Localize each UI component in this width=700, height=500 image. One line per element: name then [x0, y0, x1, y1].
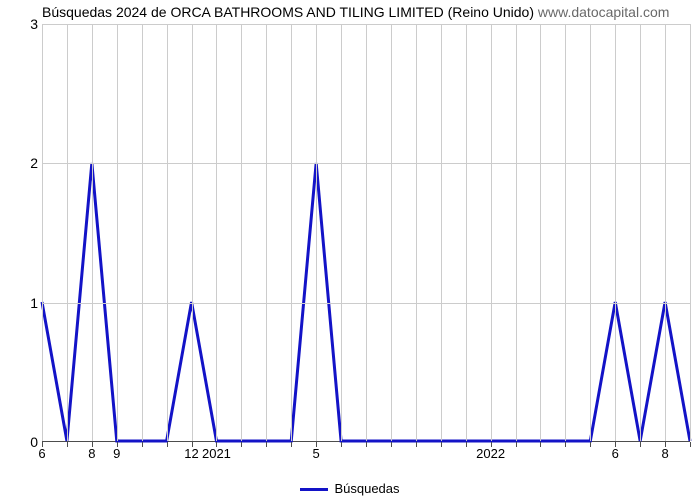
grid-v	[192, 24, 193, 441]
grid-v	[366, 24, 367, 441]
x-tick-mark	[565, 442, 566, 447]
grid-v	[615, 24, 616, 441]
grid-v	[665, 24, 666, 441]
x-tick-label: 5	[313, 446, 320, 461]
chart-title-text: Búsquedas 2024 de ORCA BATHROOMS AND TIL…	[42, 4, 538, 20]
grid-v	[690, 24, 691, 441]
x-tick-mark	[142, 442, 143, 447]
x-tick-mark	[266, 442, 267, 447]
x-tick-label: 8	[88, 446, 95, 461]
grid-v	[466, 24, 467, 441]
x-tick-mark	[366, 442, 367, 447]
grid-v	[341, 24, 342, 441]
y-tick-label: 2	[8, 155, 38, 171]
grid-v	[67, 24, 68, 441]
x-tick-mark	[466, 442, 467, 447]
grid-v	[167, 24, 168, 441]
legend-label: Búsquedas	[334, 481, 399, 496]
x-tick-mark	[241, 442, 242, 447]
grid-v	[391, 24, 392, 441]
x-tick-label: 12	[184, 446, 198, 461]
grid-v	[291, 24, 292, 441]
x-tick-label: 9	[113, 446, 120, 461]
searches-line-chart: Búsquedas 2024 de ORCA BATHROOMS AND TIL…	[0, 0, 700, 500]
x-tick-mark	[416, 442, 417, 447]
grid-v	[565, 24, 566, 441]
grid-v	[92, 24, 93, 441]
grid-v	[216, 24, 217, 441]
x-tick-mark	[341, 442, 342, 447]
chart-title: Búsquedas 2024 de ORCA BATHROOMS AND TIL…	[42, 4, 669, 20]
x-tick-mark	[291, 442, 292, 447]
grid-v	[42, 24, 43, 441]
chart-attribution: www.datocapital.com	[538, 4, 670, 20]
grid-v	[142, 24, 143, 441]
x-tick-mark	[391, 442, 392, 447]
y-tick-label: 3	[8, 16, 38, 32]
x-tick-mark	[441, 442, 442, 447]
x-tick-mark	[640, 442, 641, 447]
x-tick-label: 6	[612, 446, 619, 461]
x-tick-label: 2022	[476, 446, 505, 461]
grid-v	[491, 24, 492, 441]
x-tick-label: 2021	[202, 446, 231, 461]
grid-v	[590, 24, 591, 441]
x-tick-mark	[590, 442, 591, 447]
x-tick-mark	[540, 442, 541, 447]
y-tick-label: 0	[8, 434, 38, 450]
x-tick-mark	[67, 442, 68, 447]
grid-v	[640, 24, 641, 441]
x-tick-label: 8	[661, 446, 668, 461]
legend: Búsquedas	[0, 481, 700, 496]
grid-v	[266, 24, 267, 441]
x-tick-mark	[167, 442, 168, 447]
grid-v	[441, 24, 442, 441]
grid-v	[117, 24, 118, 441]
x-tick-label: 6	[38, 446, 45, 461]
grid-v	[316, 24, 317, 441]
grid-v	[516, 24, 517, 441]
grid-v	[540, 24, 541, 441]
y-tick-label: 1	[8, 295, 38, 311]
grid-v	[416, 24, 417, 441]
legend-swatch	[300, 488, 328, 491]
plot-area	[42, 24, 690, 442]
x-tick-mark	[516, 442, 517, 447]
grid-v	[241, 24, 242, 441]
x-tick-mark	[690, 442, 691, 447]
